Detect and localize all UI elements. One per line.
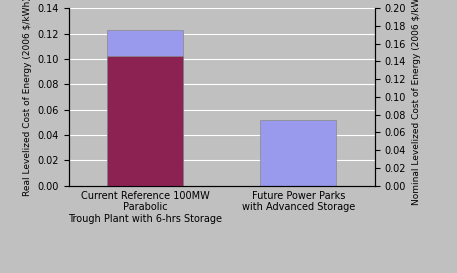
- Bar: [107, 30, 183, 186]
- Bar: [107, 56, 183, 186]
- Y-axis label: Real Levelized Cost of Energy (2006 $/kWh): Real Levelized Cost of Energy (2006 $/kW…: [23, 0, 32, 196]
- Bar: [260, 120, 336, 186]
- Y-axis label: Nominal Levelized Cost of Energy (2006 $/kWh): Nominal Levelized Cost of Energy (2006 $…: [411, 0, 420, 205]
